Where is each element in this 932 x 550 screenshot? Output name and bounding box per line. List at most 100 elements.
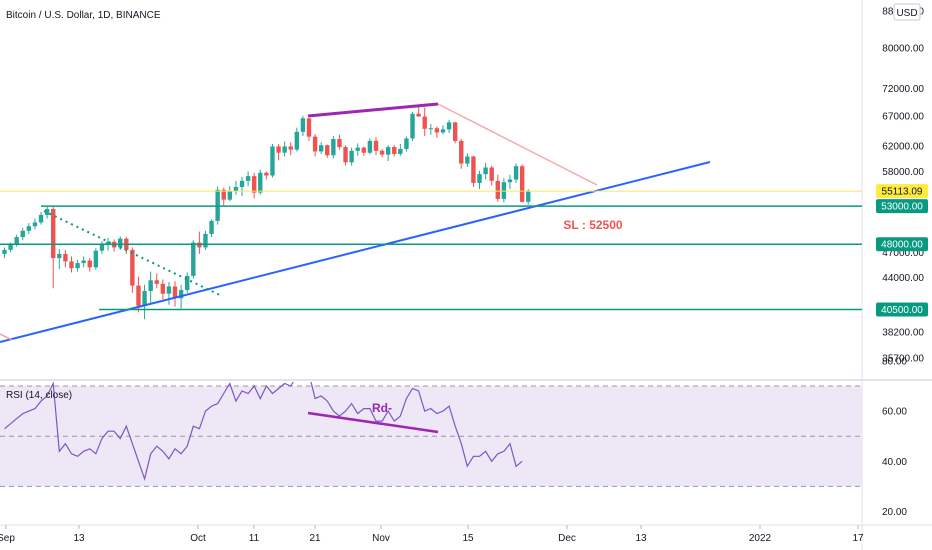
ascending-trendline[interactable]	[0, 161, 711, 343]
candle-body[interactable]	[452, 122, 458, 141]
candle-body[interactable]	[337, 139, 342, 148]
candle-body[interactable]	[318, 145, 324, 152]
candle-body[interactable]	[57, 253, 62, 259]
candle-body[interactable]	[99, 245, 105, 251]
level-price-tag[interactable]	[876, 199, 928, 214]
candle-body[interactable]	[38, 214, 44, 223]
candle-body[interactable]	[258, 172, 263, 193]
candle-body[interactable]	[227, 191, 233, 200]
candle-body[interactable]	[349, 150, 354, 163]
candle-body[interactable]	[373, 140, 379, 151]
candle-body[interactable]	[422, 116, 427, 129]
candle-body[interactable]	[215, 189, 220, 221]
candle-body[interactable]	[410, 113, 415, 139]
candle-body[interactable]	[495, 180, 500, 199]
candle-body[interactable]	[361, 147, 367, 153]
candle-body[interactable]	[8, 244, 13, 250]
candle-body[interactable]	[160, 283, 166, 294]
candle-body[interactable]	[209, 220, 214, 234]
candle-body[interactable]	[14, 237, 19, 245]
candle-body[interactable]	[44, 209, 50, 215]
candle-body[interactable]	[136, 285, 141, 306]
candle-body[interactable]	[416, 113, 421, 117]
candle-body[interactable]	[459, 140, 464, 164]
candle-body[interactable]	[343, 147, 348, 163]
candle-body[interactable]	[355, 147, 360, 151]
candle-body[interactable]	[191, 242, 196, 276]
candle-body[interactable]	[26, 226, 32, 231]
candle-body[interactable]	[282, 146, 287, 153]
candle-body[interactable]	[501, 182, 507, 199]
candle-body[interactable]	[245, 176, 251, 181]
candle-body[interactable]	[367, 140, 373, 153]
candle-body[interactable]	[440, 129, 446, 133]
candle-body[interactable]	[203, 233, 208, 248]
candle-body[interactable]	[331, 139, 336, 156]
candle-body[interactable]	[51, 209, 56, 259]
candle-body[interactable]	[306, 118, 312, 137]
candle-body[interactable]	[105, 241, 111, 246]
candle-body[interactable]	[142, 290, 147, 306]
candle-body[interactable]	[294, 131, 300, 150]
candle-body[interactable]	[446, 122, 452, 130]
candle-body[interactable]	[489, 167, 494, 181]
candle-body[interactable]	[519, 166, 525, 202]
price-divergence-line[interactable]	[307, 102, 439, 118]
rsi-divergence-line[interactable]	[307, 411, 439, 434]
candle-body[interactable]	[465, 156, 470, 164]
candle-body[interactable]	[428, 128, 433, 130]
candle-body[interactable]	[325, 145, 330, 156]
time-axis[interactable]: Sep 13 Oct 11 21 Nov 15 Dec 13 2022 17	[0, 525, 864, 544]
candle-body[interactable]	[239, 180, 245, 188]
currency-badge[interactable]	[893, 3, 921, 21]
candle-body[interactable]	[178, 290, 184, 299]
candle-body[interactable]	[69, 261, 74, 269]
candle-body[interactable]	[32, 222, 38, 227]
candle-body[interactable]	[404, 138, 409, 149]
candle-body[interactable]	[251, 176, 257, 193]
rsi-line[interactable]	[4, 366, 523, 482]
candle-body[interactable]	[81, 260, 86, 264]
candle-body[interactable]	[233, 187, 239, 192]
candle-body[interactable]	[385, 147, 391, 155]
candle-body[interactable]	[300, 118, 306, 132]
candle-body[interactable]	[434, 128, 440, 133]
candle-body[interactable]	[471, 156, 476, 183]
candle-body[interactable]	[197, 242, 202, 248]
candle-body[interactable]	[379, 150, 385, 155]
candle-body[interactable]	[130, 249, 135, 286]
descending-resistance-line[interactable]	[437, 103, 598, 186]
level-price-tag[interactable]	[876, 237, 928, 252]
candle-body[interactable]	[264, 172, 269, 176]
candle-body[interactable]	[507, 179, 513, 183]
candle-body[interactable]	[172, 286, 178, 299]
candle-body[interactable]	[93, 250, 99, 268]
level-price-tag[interactable]	[876, 302, 928, 317]
candle-body[interactable]	[20, 230, 25, 238]
candle-body[interactable]	[312, 136, 318, 152]
candle-body[interactable]	[513, 166, 519, 180]
candle-body[interactable]	[483, 167, 488, 175]
candle-body[interactable]	[148, 280, 153, 291]
candle-body[interactable]	[185, 275, 190, 291]
candle-body[interactable]	[392, 147, 397, 154]
candle-body[interactable]	[166, 286, 172, 294]
candle-body[interactable]	[270, 146, 275, 176]
rsi-axis[interactable]: 20.00 40.00 60.00 80.00	[882, 356, 907, 518]
candle-body[interactable]	[477, 174, 482, 183]
candle-body[interactable]	[75, 263, 80, 269]
last-price-tag[interactable]	[876, 184, 928, 199]
candle-body[interactable]	[276, 146, 281, 153]
candle-body[interactable]	[154, 280, 159, 284]
candle-body[interactable]	[221, 189, 226, 200]
candle-body[interactable]	[63, 253, 68, 262]
candle-body[interactable]	[2, 249, 7, 254]
candle-body[interactable]	[87, 260, 92, 268]
candlestick-series[interactable]	[2, 105, 531, 320]
sl-annotation-box[interactable]	[556, 216, 630, 233]
candle-body[interactable]	[398, 148, 403, 154]
candle-body[interactable]	[526, 191, 531, 202]
candle-body[interactable]	[288, 146, 293, 150]
candle-body[interactable]	[118, 238, 123, 248]
